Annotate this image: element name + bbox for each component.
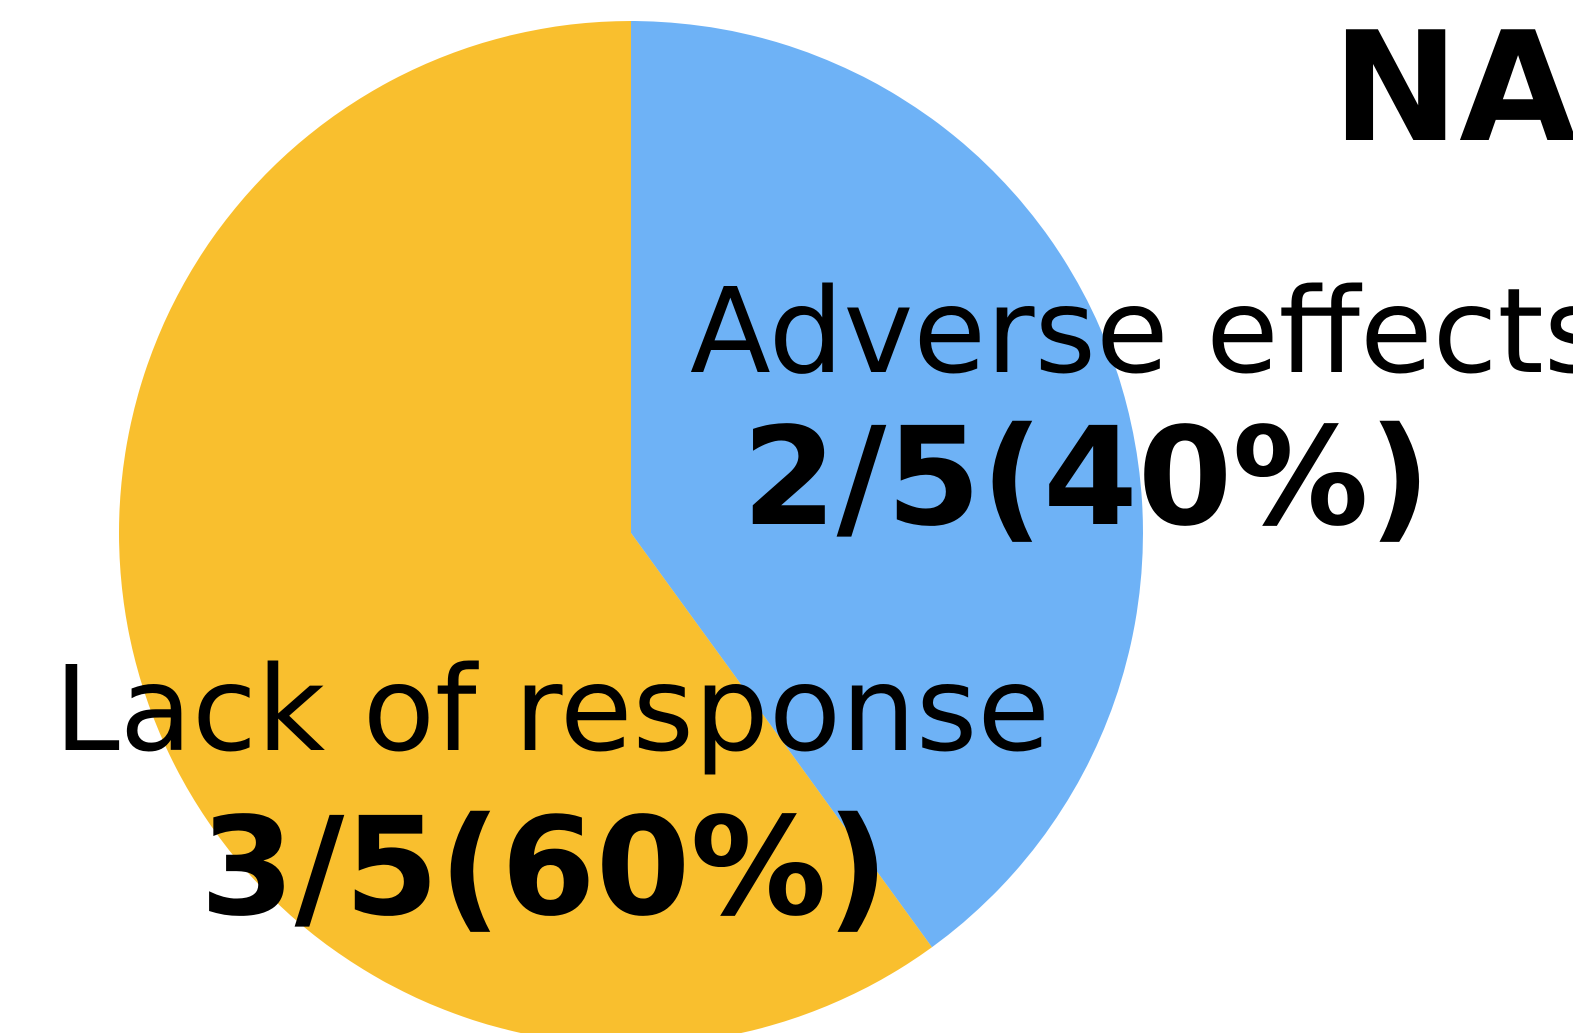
- pie-slice-adverse-effects: [631, 21, 1143, 948]
- slice-label-lack-of-response: Lack of response: [54, 640, 1050, 778]
- slice-label-adverse-effects: Adverse effects: [690, 262, 1573, 400]
- slice-value-adverse-effects: 2/5(40%): [742, 399, 1431, 557]
- chart-title: NAI: [1332, 0, 1573, 176]
- pie-slice-lack-of-response: [119, 21, 932, 1033]
- pie-slices: [119, 21, 1143, 1033]
- slice-value-lack-of-response: 3/5(60%): [200, 789, 889, 947]
